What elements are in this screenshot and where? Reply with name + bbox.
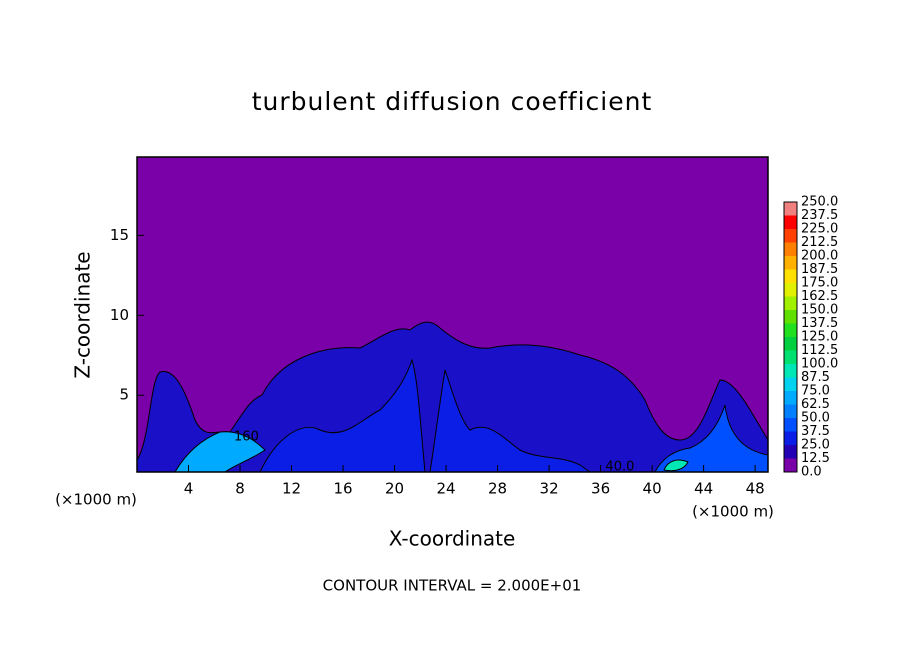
- unit-label: (×1000 m): [692, 503, 774, 521]
- colorbar-band: [784, 283, 797, 297]
- chart-title: turbulent diffusion coefficient: [252, 87, 653, 116]
- x-tick-label: 32: [540, 480, 559, 498]
- colorbar-band: [784, 202, 797, 216]
- colorbar-label: 37.5: [801, 424, 830, 439]
- x-tick-label: 28: [488, 480, 507, 498]
- y-tick-label: 5: [119, 386, 129, 404]
- y-axis-label: Z-coordinate: [71, 251, 95, 378]
- colorbar-label: 62.5: [801, 397, 830, 412]
- colorbar-band: [784, 269, 797, 283]
- contour-interval: CONTOUR INTERVAL = 2.000E+01: [323, 577, 582, 595]
- x-tick-label: 40: [643, 480, 662, 498]
- colorbar-band: [784, 458, 797, 472]
- colorbar-label: 87.5: [801, 370, 830, 385]
- colorbar-band: [784, 418, 797, 432]
- colorbar-band: [784, 310, 797, 324]
- x-tick-label: 4: [184, 480, 194, 498]
- colorbar-band: [784, 296, 797, 310]
- colorbar-band: [784, 256, 797, 270]
- x-tick-label: 20: [385, 480, 404, 498]
- x-tick-label: 24: [437, 480, 456, 498]
- colorbar-frame: [783, 201, 798, 473]
- y-tick-label: 10: [110, 306, 129, 324]
- x-axis-label: X-coordinate: [389, 527, 516, 551]
- colorbar-label: 50.0: [801, 411, 830, 426]
- colorbar-label: 100.0: [801, 357, 838, 372]
- x-tick-label: 36: [591, 480, 610, 498]
- colorbar-band: [784, 404, 797, 418]
- field-region: [429, 369, 592, 473]
- colorbar-label: 12.5: [801, 451, 830, 466]
- colorbar-band: [784, 391, 797, 405]
- x-tick-label: 16: [333, 480, 352, 498]
- colorbar-band: [784, 377, 797, 391]
- colorbar-label: 250.0: [801, 195, 838, 210]
- colorbar-label: 0.0: [801, 465, 822, 480]
- colorbar-band: [784, 350, 797, 364]
- y-tick-label: 15: [110, 226, 129, 244]
- unit-label: (×1000 m): [55, 491, 137, 509]
- colorbar-label: 112.5: [801, 343, 838, 358]
- contour-label: 40.0: [605, 460, 634, 475]
- field-region: [259, 358, 426, 473]
- x-tick-label: 44: [694, 480, 713, 498]
- colorbar-label: 25.0: [801, 438, 830, 453]
- colorbar-label: 125.0: [801, 330, 838, 345]
- colorbar-label: 150.0: [801, 303, 838, 318]
- field-region: [654, 404, 769, 473]
- x-tick-label: 8: [235, 480, 245, 498]
- x-tick-label: 48: [746, 480, 765, 498]
- field: [136, 157, 769, 473]
- colorbar-label: 175.0: [801, 276, 838, 291]
- colorbar-band: [784, 242, 797, 256]
- colorbar-label: 187.5: [801, 262, 838, 277]
- plot-frame: [136, 156, 769, 473]
- colorbar-label: 237.5: [801, 208, 838, 223]
- colorbar-band: [784, 323, 797, 337]
- colorbar-label: 162.5: [801, 289, 838, 304]
- colorbar-band: [784, 337, 797, 351]
- colorbar-band: [784, 229, 797, 243]
- colorbar-label: 212.5: [801, 235, 838, 250]
- colorbar-label: 137.5: [801, 316, 838, 331]
- colorbar-band: [784, 445, 797, 459]
- colorbar-band: [784, 431, 797, 445]
- contour-label: 160: [234, 429, 259, 444]
- field-region: [663, 459, 689, 472]
- x-tick-label: 12: [282, 480, 301, 498]
- colorbar-label: 200.0: [801, 249, 838, 264]
- colorbar-label: 225.0: [801, 222, 838, 237]
- colorbar-band: [784, 215, 797, 229]
- field-region: [174, 431, 266, 473]
- colorbar-label: 75.0: [801, 384, 830, 399]
- colorbar-band: [784, 364, 797, 378]
